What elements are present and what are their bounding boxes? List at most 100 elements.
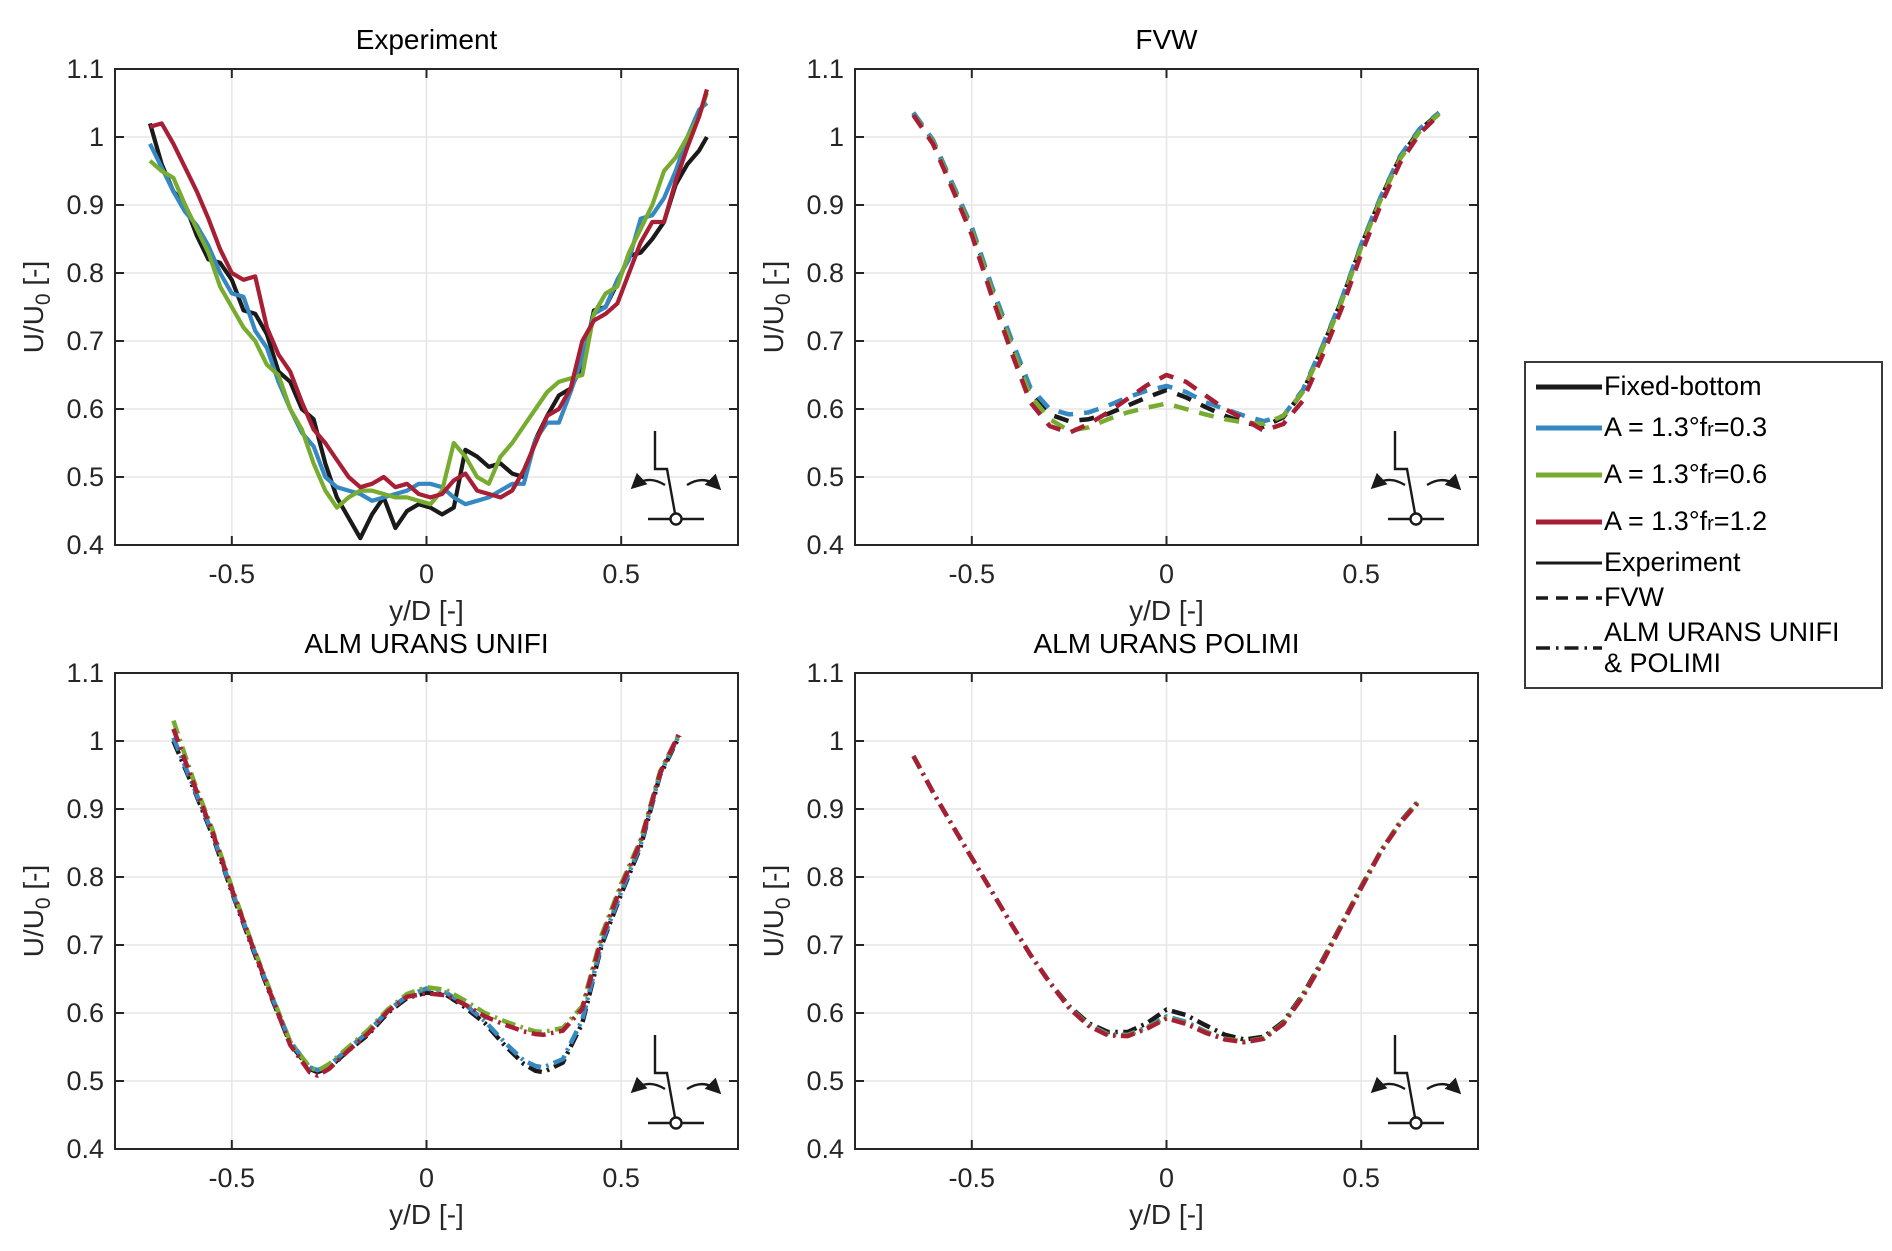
legend-entry-a13-fr06: A = 1.3°fr=0.6: [1536, 451, 1877, 498]
y-tick-label: 0.5: [66, 1066, 104, 1096]
y-tick-label: 1.1: [66, 54, 104, 84]
y-tick-label: 1: [829, 122, 844, 152]
x-tick-label: 0: [1159, 1163, 1174, 1193]
x-axis-label: y/D [-]: [1129, 1199, 1204, 1230]
y-tick-label: 0.6: [66, 394, 104, 424]
panel-fvw: -0.5 0 0.5 0.4 0.5 0.6 0.7 0.8 0.9 1 1.1 FVW y/D [-]…: [758, 24, 1479, 626]
y-tick-label: 0.4: [806, 1134, 844, 1164]
series-line-3: [911, 112, 1441, 436]
legend-entry-a13-fr03: A = 1.3°fr=0.3: [1536, 404, 1877, 451]
x-tick-label: -0.5: [209, 1163, 256, 1193]
series-group: [911, 110, 1441, 436]
y-tick-label: 1: [829, 726, 844, 756]
panel-alm-urans-polimi: -0.5 0 0.5 0.4 0.5 0.6 0.7 0.8 0.9 1 1.1 ALM URANS …: [758, 628, 1479, 1230]
x-axis-label: y/D [-]: [389, 595, 464, 626]
legend-line-sample: [1536, 425, 1602, 430]
y-tick-label: 1.1: [66, 658, 104, 688]
y-tick-label: 0.6: [66, 998, 104, 1028]
tick-marks: [115, 672, 738, 1150]
series-line-3: [149, 88, 709, 500]
legend-label: FVW: [1604, 582, 1664, 612]
series-group: [171, 719, 682, 1078]
y-tick-label: 0.6: [806, 998, 844, 1028]
y-axis-label: U/U0 [-]: [758, 261, 795, 354]
legend-line-sample: [1536, 561, 1602, 564]
y-tick-label: 1: [89, 726, 104, 756]
x-tick-label: 0.5: [1342, 1163, 1380, 1193]
platform-pitch-icon: [630, 1035, 722, 1130]
y-tick-label: 0.9: [66, 794, 104, 824]
tick-marks: [855, 672, 1478, 1150]
panel-title: FVW: [1135, 24, 1198, 55]
legend-entry-fixed-bottom: Fixed-bottom: [1536, 369, 1877, 404]
series-line-2: [148, 92, 709, 510]
legend-entry-fvw: FVW: [1536, 580, 1877, 615]
series-line-1: [171, 733, 682, 1073]
x-tick-label: 0: [419, 559, 434, 589]
platform-pitch-icon: [1370, 431, 1462, 526]
x-tick-label: 0: [1159, 559, 1174, 589]
y-tick-label: 1.1: [806, 658, 844, 688]
panel-title: ALM URANS POLIMI: [1033, 628, 1299, 659]
legend-line-sample: [1536, 595, 1602, 600]
series-line-3: [171, 728, 682, 1078]
tick-marks: [855, 68, 1478, 546]
gridlines: [855, 69, 1478, 545]
x-tick-label: 0.5: [1342, 559, 1380, 589]
gridlines: [855, 673, 1478, 1149]
x-tick-label: -0.5: [949, 1163, 996, 1193]
legend-line-sample: [1536, 384, 1602, 389]
x-axis-label: y/D [-]: [389, 1199, 464, 1230]
x-axis-label: y/D [-]: [1129, 595, 1204, 626]
y-tick-label: 1: [89, 122, 104, 152]
y-tick-label: 0.5: [806, 1066, 844, 1096]
y-axis-label: U/U0 [-]: [758, 865, 795, 958]
gridlines: [115, 69, 738, 545]
y-tick-label: 0.9: [806, 190, 844, 220]
y-tick-label: 1.1: [806, 54, 844, 84]
legend-label: A = 1.3°fr=1.2: [1604, 506, 1768, 536]
series-line-3: [911, 754, 1422, 1045]
legend-label: Experiment: [1604, 547, 1741, 577]
legend: Fixed-bottom A = 1.3°fr=0.3 A = 1.3°fr=0.6…: [1524, 361, 1883, 689]
y-tick-label: 0.4: [66, 1134, 104, 1164]
legend-line-sample: [1536, 646, 1602, 650]
y-tick-label: 0.7: [806, 930, 844, 960]
legend-label: ALM URANS UNIFI & POLIMI: [1604, 617, 1840, 678]
panel-experiment: -0.5 0 0.5 0.4 0.5 0.6 0.7 0.8 0.9 1 1.1 Experiment…: [18, 24, 739, 626]
x-tick-label: 0.5: [602, 559, 640, 589]
legend-label: Fixed-bottom: [1604, 371, 1762, 401]
series-group: [911, 754, 1422, 1045]
y-tick-label: 0.9: [66, 190, 104, 220]
y-tick-label: 0.9: [806, 794, 844, 824]
y-axis-label: U/U0 [-]: [18, 865, 55, 958]
y-tick-label: 0.8: [806, 862, 844, 892]
y-tick-label: 0.5: [806, 462, 844, 492]
platform-pitch-icon: [630, 431, 722, 526]
legend-line-sample: [1536, 472, 1602, 477]
y-tick-label: 0.6: [806, 394, 844, 424]
y-tick-label: 0.7: [66, 326, 104, 356]
legend-entry-a13-fr12: A = 1.3°fr=1.2: [1536, 498, 1877, 545]
y-tick-label: 0.4: [66, 530, 104, 560]
platform-pitch-icon: [1370, 1035, 1462, 1130]
series-group: [147, 88, 709, 541]
y-tick-label: 0.7: [66, 930, 104, 960]
legend-label: A = 1.3°fr=0.3: [1604, 412, 1768, 442]
x-tick-label: -0.5: [949, 559, 996, 589]
y-tick-label: 0.8: [66, 862, 104, 892]
y-tick-label: 0.5: [66, 462, 104, 492]
y-tick-label: 0.7: [806, 326, 844, 356]
series-line-1: [148, 101, 709, 507]
x-tick-label: 0: [419, 1163, 434, 1193]
legend-label: A = 1.3°fr=0.6: [1604, 459, 1768, 489]
y-tick-label: 0.8: [806, 258, 844, 288]
x-tick-label: 0.5: [602, 1163, 640, 1193]
legend-entry-alm-urans: ALM URANS UNIFI & POLIMI: [1536, 615, 1877, 681]
panel-title: ALM URANS UNIFI: [304, 628, 548, 659]
panel-alm-urans-unifi: -0.5 0 0.5 0.4 0.5 0.6 0.7 0.8 0.9 1 1.1 ALM URANS …: [18, 628, 739, 1230]
y-tick-label: 0.8: [66, 258, 104, 288]
legend-entry-experiment: Experiment: [1536, 545, 1877, 580]
